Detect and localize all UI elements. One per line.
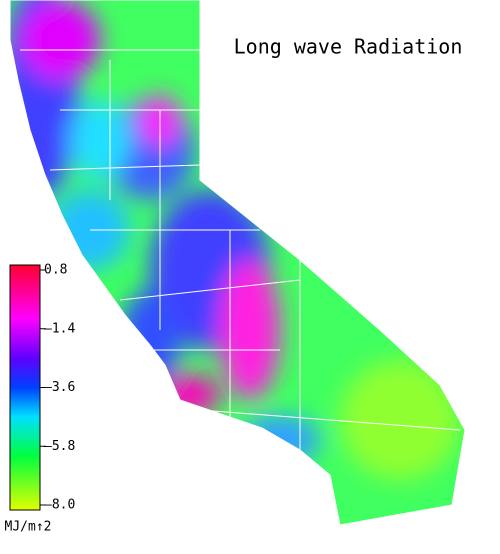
colorbar-unit: MJ/m↑2 bbox=[5, 520, 52, 535]
map-title: Long wave Radiation bbox=[234, 35, 463, 59]
colorbar-tick-label: 0.8 bbox=[44, 263, 67, 278]
colorbar-tick-label: –5.8 bbox=[44, 439, 75, 454]
colorbar-tick-label: –1.4 bbox=[44, 321, 75, 336]
state-outline bbox=[9, 0, 466, 526]
colorbar-tick-label: –3.6 bbox=[44, 380, 75, 395]
colorbar-tick-label: –8.0 bbox=[44, 498, 75, 513]
colorbar bbox=[9, 264, 41, 511]
